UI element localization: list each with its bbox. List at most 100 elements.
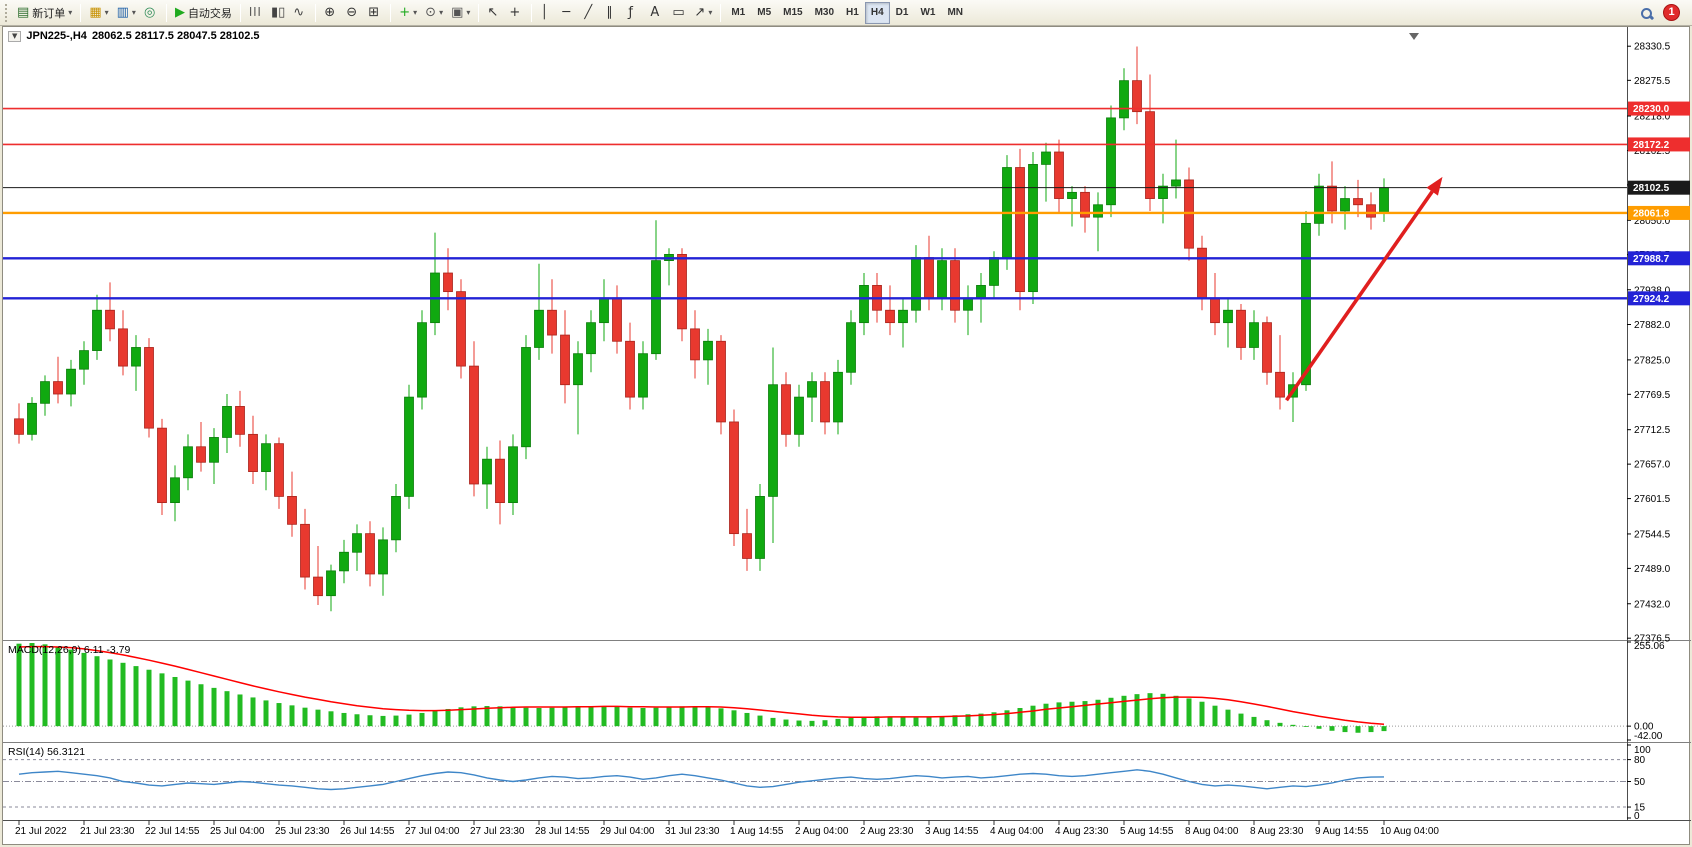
svg-text:21 Jul 2022: 21 Jul 2022 bbox=[15, 826, 67, 837]
macd-histogram bbox=[16, 643, 1387, 733]
dropdown-arrow-icon: ▾ bbox=[439, 8, 444, 17]
templates-button[interactable]: ▣ ▾ bbox=[447, 2, 474, 24]
chart-canvas[interactable]: 28330.528275.528218.028162.528107.028050… bbox=[3, 27, 1691, 846]
text-icon: A bbox=[650, 5, 660, 20]
svg-text:27432.0: 27432.0 bbox=[1634, 599, 1671, 610]
crosshair-icon: + bbox=[509, 5, 521, 20]
svg-text:0.00: 0.00 bbox=[1634, 722, 1654, 733]
vertical-line-button[interactable]: │ bbox=[536, 2, 558, 24]
svg-text:28061.8: 28061.8 bbox=[1633, 208, 1670, 219]
new-order-icon: ▤ bbox=[17, 5, 30, 20]
chart-shift-marker-icon[interactable] bbox=[1409, 33, 1419, 40]
svg-text:4 Aug 04:00: 4 Aug 04:00 bbox=[990, 826, 1044, 837]
profiles-icon: ▥ bbox=[116, 5, 129, 20]
price-marker-28061.8: 28061.8 bbox=[1628, 205, 1690, 220]
toolbar-group-autotrading: ▶ 自动交易 bbox=[171, 2, 236, 24]
horizontal-line-button[interactable]: ─ bbox=[558, 2, 580, 24]
tile-windows-button[interactable]: ⊞ bbox=[364, 2, 386, 24]
indicators-icon: + bbox=[399, 5, 411, 20]
search-button[interactable] bbox=[1637, 4, 1655, 22]
svg-text:4 Aug 23:30: 4 Aug 23:30 bbox=[1055, 826, 1109, 837]
price-marker-28102.5: 28102.5 bbox=[1628, 180, 1690, 195]
timeframe-d1[interactable]: D1 bbox=[890, 2, 915, 24]
cursor-button[interactable]: ↖ bbox=[483, 2, 505, 24]
svg-text:9 Aug 14:55: 9 Aug 14:55 bbox=[1315, 826, 1369, 837]
text-button[interactable]: A bbox=[646, 2, 668, 24]
bar-chart-icon: ||| bbox=[248, 7, 262, 17]
equidistant-channel-icon: ∥ bbox=[606, 5, 613, 20]
svg-text:26 Jul 14:55: 26 Jul 14:55 bbox=[340, 826, 395, 837]
svg-text:27544.5: 27544.5 bbox=[1634, 529, 1671, 540]
text-label-button[interactable]: ▭ bbox=[668, 2, 690, 24]
equidistant-channel-button[interactable]: ∥ bbox=[602, 2, 624, 24]
macd-axis: 255.06 0.00-42.00 bbox=[1627, 641, 1665, 742]
line-chart-button[interactable]: ∿ bbox=[289, 2, 311, 24]
price-marker-27924.2: 27924.2 bbox=[1628, 291, 1690, 306]
tile-windows-icon: ⊞ bbox=[368, 5, 380, 20]
new-chart-button[interactable]: ▦ ▾ bbox=[85, 2, 112, 24]
text-label-icon: ▭ bbox=[672, 5, 685, 20]
indicators-button[interactable]: + ▾ bbox=[395, 2, 421, 24]
candlestick-chart-button[interactable]: ▮▯ bbox=[267, 2, 289, 24]
timeframe-h4-label: H4 bbox=[870, 7, 884, 18]
timeframe-m5[interactable]: M5 bbox=[751, 2, 777, 24]
toolbar: ▤ 新订单 ▾ ▦ ▾ ▥ ▾ ◎ ▶ 自动交易 ||| ▮▯ ∿ ⊕ ⊖ ⊞ + ▾ ⊙ ▾ ▣ ▾ ↖ + │ ─ ╱ ∥ ƒ A ▭ ↗… bbox=[0, 0, 1692, 26]
dropdown-arrow-icon: ▾ bbox=[413, 8, 418, 17]
timeframe-m15[interactable]: M15 bbox=[777, 2, 808, 24]
arrows-button[interactable]: ↗ ▾ bbox=[690, 2, 716, 24]
timeframe-mn-label: MN bbox=[947, 7, 963, 18]
zoom-out-icon: ⊖ bbox=[346, 5, 358, 20]
dropdown-arrow-icon: ▾ bbox=[708, 8, 713, 17]
timeframe-m1-label: M1 bbox=[731, 7, 746, 18]
svg-text:8 Aug 23:30: 8 Aug 23:30 bbox=[1250, 826, 1304, 837]
toolbar-separator bbox=[720, 3, 722, 22]
svg-text:27924.2: 27924.2 bbox=[1633, 294, 1670, 305]
trend-arrow[interactable] bbox=[1285, 176, 1443, 402]
timeframe-w1[interactable]: W1 bbox=[914, 2, 941, 24]
timeframe-mn[interactable]: MN bbox=[941, 2, 969, 24]
svg-text:25 Jul 23:30: 25 Jul 23:30 bbox=[275, 826, 330, 837]
toolbar-group-cursor: ↖ + bbox=[483, 2, 527, 24]
svg-text:27601.5: 27601.5 bbox=[1634, 494, 1671, 505]
profiles-button[interactable]: ▥ ▾ bbox=[113, 2, 140, 24]
notification-badge[interactable]: 1 bbox=[1663, 4, 1680, 21]
svg-text:29 Jul 04:00: 29 Jul 04:00 bbox=[600, 826, 655, 837]
svg-text:31 Jul 23:30: 31 Jul 23:30 bbox=[665, 826, 720, 837]
svg-text:27988.7: 27988.7 bbox=[1633, 254, 1670, 265]
timeframe-h1[interactable]: H1 bbox=[840, 2, 865, 24]
svg-text:0: 0 bbox=[1634, 811, 1640, 822]
one-click-trading-toggle[interactable]: ▼ bbox=[8, 30, 22, 42]
timeframe-h4[interactable]: H4 bbox=[864, 1, 890, 24]
svg-text:80: 80 bbox=[1634, 755, 1646, 766]
zoom-out-button[interactable]: ⊖ bbox=[342, 2, 364, 24]
toolbar-group-timeframes: M1 M5 M15 M30 H1 H4 D1 W1 MN bbox=[725, 1, 969, 24]
trendline-button[interactable]: ╱ bbox=[580, 2, 602, 24]
rsi-line bbox=[18, 769, 1385, 791]
refresh-button[interactable]: ◎ bbox=[140, 2, 162, 24]
chart-window: 28330.528275.528218.028162.528107.028050… bbox=[2, 26, 1691, 846]
periods-icon: ⊙ bbox=[425, 5, 437, 20]
new-chart-icon: ▦ bbox=[89, 5, 102, 20]
auto-trading-button[interactable]: ▶ 自动交易 bbox=[171, 2, 236, 24]
new-order-button[interactable]: ▤ 新订单 ▾ bbox=[13, 2, 76, 24]
price-marker-28230.0: 28230.0 bbox=[1628, 101, 1690, 116]
cursor-icon: ↖ bbox=[487, 5, 499, 20]
fibonacci-button[interactable]: ƒ bbox=[624, 2, 646, 24]
price-marker-28172.2: 28172.2 bbox=[1628, 137, 1690, 152]
svg-text:2 Aug 23:30: 2 Aug 23:30 bbox=[860, 826, 914, 837]
svg-text:10 Aug 04:00: 10 Aug 04:00 bbox=[1380, 826, 1439, 837]
timeframe-m30[interactable]: M30 bbox=[809, 2, 840, 24]
toolbar-grip[interactable] bbox=[5, 3, 9, 22]
timeframe-w1-label: W1 bbox=[920, 7, 936, 18]
timeframe-m1[interactable]: M1 bbox=[725, 2, 751, 24]
bar-chart-button[interactable]: ||| bbox=[245, 2, 267, 24]
toolbar-right-section: 1 bbox=[1637, 4, 1688, 22]
zoom-in-button[interactable]: ⊕ bbox=[320, 2, 342, 24]
svg-text:50: 50 bbox=[1634, 777, 1646, 788]
zoom-in-icon: ⊕ bbox=[324, 5, 336, 20]
crosshair-button[interactable]: + bbox=[505, 2, 527, 24]
svg-text:28330.5: 28330.5 bbox=[1634, 42, 1671, 53]
periods-button[interactable]: ⊙ ▾ bbox=[421, 2, 447, 24]
